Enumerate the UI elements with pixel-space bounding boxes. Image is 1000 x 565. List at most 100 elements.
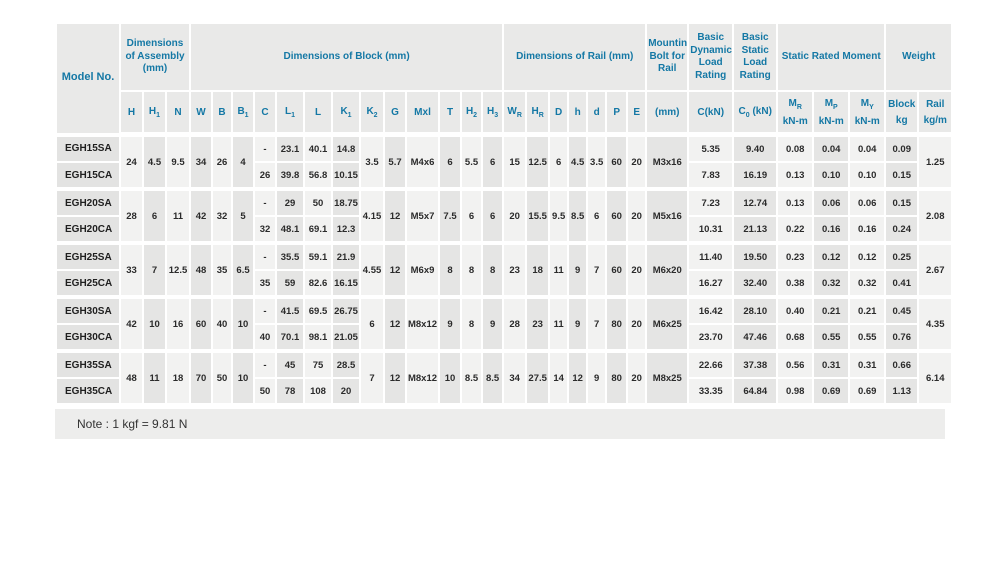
value-cell: 3.5 [359,132,386,190]
column-header: H3 [481,90,505,137]
value-cell: 0.12 [848,241,887,271]
value-cell: 7 [586,241,608,298]
value-cell: - [253,349,278,379]
column-header: T [438,90,463,137]
value-cell: 3.5 [586,132,608,190]
model-cell: EGH35CA [55,377,121,405]
value-cell: 9 [567,241,589,298]
value-cell: 0.08 [776,132,815,163]
column-group-header: Dimensions of Assembly (mm) [118,22,192,92]
value-cell: 0.55 [848,323,887,352]
value-cell: M5x16 [645,187,690,244]
model-cell: EGH20SA [55,187,121,217]
value-cell: 6.5 [231,241,256,298]
model-cell: EGH25CA [55,269,121,298]
value-cell: 20 [626,241,648,298]
value-cell: 70 [189,349,214,405]
value-cell: 40 [211,295,234,352]
value-cell: 2.67 [917,241,954,298]
value-cell: 1.25 [917,132,954,190]
value-cell: 0.76 [884,323,920,352]
column-header: N [164,90,192,137]
column-header: H2 [460,90,484,137]
value-cell: 20 [626,349,648,405]
value-cell: 16 [164,295,192,352]
value-cell: M3x16 [645,132,690,190]
value-cell: 9 [567,295,589,352]
value-cell: 10.31 [687,215,735,244]
value-cell: - [253,187,278,217]
value-cell: 98.1 [303,323,334,352]
column-header: C [253,90,278,137]
value-cell: 8 [460,295,484,352]
value-cell: 20 [331,377,362,405]
value-cell: 6 [438,132,463,190]
value-cell: 16.15 [331,269,362,298]
value-cell: 0.04 [848,132,887,163]
value-cell: - [253,241,278,271]
column-group-header: Mounting Bolt for Rail [645,22,690,92]
value-cell: 16.42 [687,295,735,325]
column-header: Rail kg/m [917,90,954,137]
value-cell: 0.22 [776,215,815,244]
value-cell: 0.69 [812,377,851,405]
value-cell: 0.98 [776,377,815,405]
value-cell: 60 [189,295,214,352]
value-cell: 4 [231,132,256,190]
value-cell: 60 [605,241,629,298]
value-cell: 0.10 [812,161,851,190]
value-cell: 26.75 [331,295,362,325]
column-group-header: Dimensions of Block (mm) [189,22,505,92]
value-cell: 11 [548,241,570,298]
value-cell: 0.66 [884,349,920,379]
value-cell: 28.10 [732,295,779,325]
value-cell: 50 [303,187,334,217]
value-cell: 50 [211,349,234,405]
value-cell: 26 [211,132,234,190]
value-cell: 12.5 [164,241,192,298]
value-cell: 8 [481,241,505,298]
value-cell: 15.5 [525,187,551,244]
value-cell: 8.5 [460,349,484,405]
value-cell: 12 [383,349,408,405]
value-cell: 50 [253,377,278,405]
value-cell: 0.38 [776,269,815,298]
value-cell: 35.5 [275,241,306,271]
column-header: Mxl [405,90,441,137]
value-cell: 70.1 [275,323,306,352]
value-cell: 8 [438,241,463,298]
value-cell: 8.5 [481,349,505,405]
value-cell: 35 [253,269,278,298]
value-cell: 0.41 [884,269,920,298]
value-cell: 56.8 [303,161,334,190]
note-bar: Note : 1 kgf = 9.81 N [55,409,945,439]
value-cell: 37.38 [732,349,779,379]
value-cell: 26 [253,161,278,190]
value-cell: 7.83 [687,161,735,190]
value-cell: 48.1 [275,215,306,244]
value-cell: 0.24 [884,215,920,244]
table-row: EGH30CA 40 70.1 98.1 21.05 23.70 47.46 0.68 0.55… [55,323,952,352]
value-cell: 0.55 [812,323,851,352]
value-cell: M5x7 [405,187,441,244]
column-header: K2 [359,90,386,137]
value-cell: 16.27 [687,269,735,298]
value-cell: 108 [303,377,334,405]
value-cell: 6 [481,187,505,244]
value-cell: 69.1 [303,215,334,244]
table-row: EGH30SA 42 10 16 60 40 10-41.5 69.5 26.75 6 12 M8x1… [55,295,954,352]
value-cell: 6.14 [917,349,954,405]
model-cell: EGH30SA [55,295,121,325]
value-cell: 22.66 [687,349,735,379]
value-cell: 0.13 [776,187,815,217]
column-header: C(kN) [687,90,735,137]
value-cell: 16.19 [732,161,779,190]
value-cell: M8x25 [645,349,690,405]
value-cell: 11.40 [687,241,735,271]
column-header: h [567,90,589,137]
value-cell: 6 [460,187,484,244]
column-group-header: Dimensions of Rail (mm) [502,22,648,92]
model-cell: EGH15CA [55,161,121,190]
column-group-header: Model No. [55,22,121,136]
value-cell: 0.13 [776,161,815,190]
